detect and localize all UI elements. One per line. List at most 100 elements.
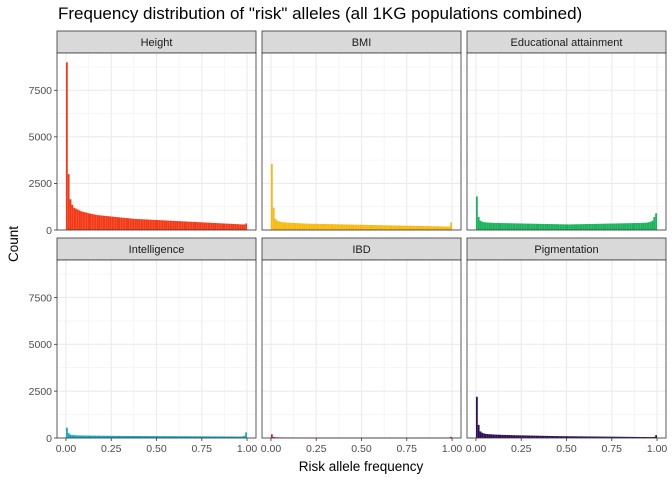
histogram-bar bbox=[140, 436, 143, 438]
histogram-bar bbox=[89, 213, 92, 230]
histogram-bar bbox=[201, 222, 204, 230]
histogram-bar bbox=[586, 224, 589, 230]
histogram-bar bbox=[278, 221, 281, 230]
histogram-bar bbox=[640, 436, 643, 438]
histogram-bar bbox=[647, 437, 650, 438]
histogram-bar bbox=[161, 220, 164, 230]
histogram-bar bbox=[165, 436, 168, 438]
histogram-bar bbox=[526, 223, 529, 230]
x-tick-label: 0.50 bbox=[556, 443, 577, 455]
histogram-bar bbox=[544, 223, 547, 230]
histogram-bar bbox=[243, 435, 246, 438]
histogram-bar bbox=[642, 222, 645, 230]
histogram-bar bbox=[219, 223, 222, 230]
histogram-bar bbox=[580, 436, 583, 438]
histogram-bar bbox=[412, 225, 415, 230]
histogram-bar bbox=[566, 436, 569, 438]
histogram-bar bbox=[190, 436, 193, 438]
histogram-bar bbox=[298, 223, 300, 230]
histogram-bar bbox=[477, 424, 480, 438]
histogram-bar bbox=[232, 436, 235, 438]
histogram-bar bbox=[508, 223, 511, 230]
histogram-bar bbox=[113, 435, 115, 438]
histogram-bar bbox=[120, 435, 123, 438]
panel-border bbox=[466, 52, 667, 231]
histogram-bar bbox=[613, 223, 616, 230]
histogram-bar bbox=[599, 436, 601, 438]
histogram-bar bbox=[499, 434, 502, 438]
histogram-bar bbox=[532, 223, 534, 230]
histogram-bar bbox=[132, 218, 135, 230]
x-tick-label: 0.25 bbox=[306, 443, 327, 455]
histogram-bar bbox=[272, 207, 275, 230]
histogram-bar bbox=[530, 435, 533, 438]
histogram-bar bbox=[414, 225, 416, 230]
x-tick-label: 0.25 bbox=[511, 443, 532, 455]
histogram-bar bbox=[210, 436, 213, 438]
histogram-bar bbox=[118, 217, 121, 230]
histogram-bar bbox=[152, 436, 155, 438]
histogram-bar bbox=[100, 435, 103, 438]
x-tick-label: 0.25 bbox=[101, 443, 122, 455]
histogram-bar bbox=[289, 222, 291, 230]
histogram-bar bbox=[624, 223, 627, 230]
histogram-bar bbox=[432, 226, 434, 230]
histogram-bar bbox=[635, 436, 638, 438]
histogram-bar bbox=[228, 223, 231, 230]
histogram-bar bbox=[91, 435, 94, 438]
histogram-bar bbox=[479, 220, 482, 230]
histogram-bar bbox=[196, 436, 199, 438]
histogram-bar bbox=[524, 435, 527, 438]
histogram-bar bbox=[450, 222, 453, 230]
histogram-bar bbox=[214, 223, 217, 230]
facet-panel: Intelligence 0 2500 5000 7500 0.00 0.25 0.50 0.7… bbox=[29, 237, 258, 455]
histogram-bar bbox=[174, 220, 177, 230]
histogram-bar bbox=[169, 220, 171, 230]
histogram-bar bbox=[187, 221, 190, 230]
histogram-bar bbox=[651, 437, 654, 438]
histogram-bar bbox=[299, 223, 302, 230]
histogram-bar bbox=[513, 223, 516, 230]
histogram-bar bbox=[524, 223, 527, 230]
histogram-bar bbox=[167, 436, 170, 438]
histogram-bar bbox=[218, 223, 220, 230]
histogram-bar bbox=[635, 223, 638, 230]
histogram-bar bbox=[495, 222, 498, 230]
x-tick-label: 0.00 bbox=[261, 443, 282, 455]
histogram-bar bbox=[227, 223, 229, 230]
histogram-bar bbox=[245, 223, 248, 230]
histogram-bar bbox=[564, 436, 567, 438]
histogram-bar bbox=[125, 218, 128, 230]
x-tick-label: 0.75 bbox=[397, 443, 418, 455]
facet-panel: Pigmentation 0.00 0.25 0.50 0.75 1.00 bbox=[466, 237, 667, 455]
histogram-bar bbox=[404, 225, 407, 230]
histogram-bar bbox=[136, 219, 139, 230]
histogram-bar bbox=[118, 435, 121, 438]
histogram-bar bbox=[442, 226, 445, 230]
histogram-bar bbox=[519, 223, 522, 230]
histogram-bar bbox=[649, 221, 652, 230]
histogram-bar bbox=[488, 434, 491, 438]
histogram-bar bbox=[494, 222, 496, 230]
x-tick-label: 1.00 bbox=[237, 443, 258, 455]
histogram-bar bbox=[357, 224, 360, 230]
facet-strip-label: BMI bbox=[352, 37, 372, 49]
histogram-bar bbox=[221, 223, 224, 230]
histogram-bar bbox=[477, 216, 480, 230]
histogram-bar bbox=[423, 226, 425, 230]
histogram-bar bbox=[158, 436, 161, 438]
histogram-bar bbox=[122, 217, 124, 230]
histogram-bar bbox=[151, 436, 153, 438]
histogram-bar bbox=[84, 435, 86, 438]
histogram-bar bbox=[199, 436, 202, 438]
histogram-bar bbox=[75, 208, 77, 230]
x-tick-label: 0.50 bbox=[146, 443, 167, 455]
histogram-bar bbox=[172, 220, 175, 230]
histogram-bar bbox=[499, 223, 502, 230]
histogram-bar bbox=[557, 224, 560, 230]
histogram-bar bbox=[142, 219, 144, 230]
histogram-bar bbox=[114, 216, 117, 230]
histogram-bar bbox=[626, 223, 629, 230]
histogram-bar bbox=[239, 436, 242, 438]
histogram-bar bbox=[515, 223, 518, 230]
